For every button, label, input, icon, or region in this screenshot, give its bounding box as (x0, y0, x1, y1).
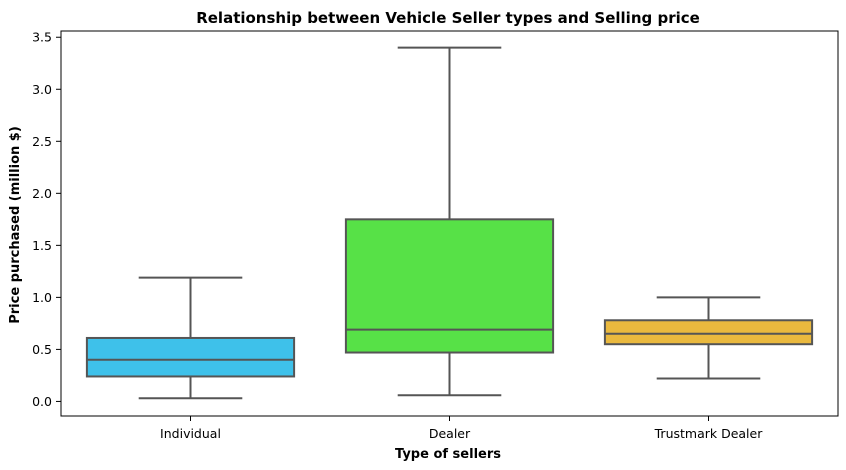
box-trustmark-dealer (603, 319, 814, 346)
x-tick-label-individual: Individual (160, 426, 221, 441)
x-tick-label-dealer: Dealer (429, 426, 471, 441)
y-tick-label: 2.0 (32, 186, 52, 201)
box-individual (85, 336, 296, 378)
y-tick-label: 1.0 (32, 290, 52, 305)
y-axis-label: Price purchased (million $) (8, 126, 23, 324)
x-tick-label-trustmark-dealer: Trustmark Dealer (654, 426, 764, 441)
plot-area: Individual Dealer Trustmark Dealer 0.0 0.5 1.… (32, 30, 839, 441)
y-tick-label: 2.5 (32, 134, 52, 149)
x-axis-label: Type of sellers (395, 447, 501, 462)
chart-title: Relationship between Vehicle Seller type… (196, 9, 700, 27)
y-tick-label: 3.5 (32, 30, 52, 45)
y-tick-label: 0.5 (32, 342, 52, 357)
y-tick-label: 1.5 (32, 238, 52, 253)
plot-frame (60, 30, 839, 417)
y-tick-label: 3.0 (32, 82, 52, 97)
y-tick-label: 0.0 (32, 394, 52, 409)
box-dealer (344, 218, 555, 354)
